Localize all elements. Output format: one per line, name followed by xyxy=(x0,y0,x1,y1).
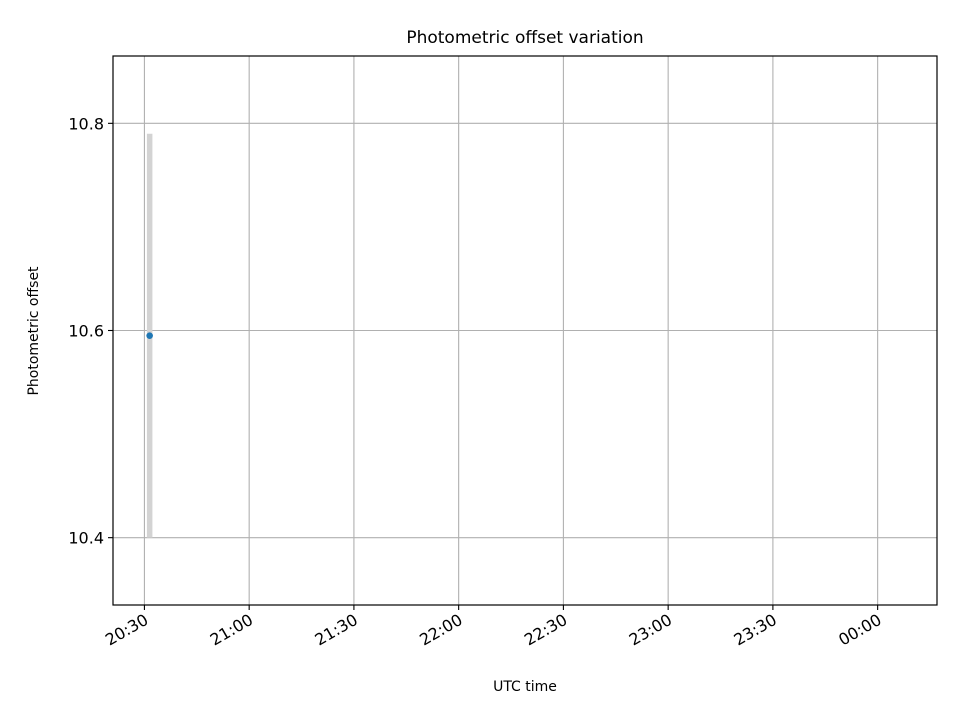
y-tick-label: 10.4 xyxy=(68,529,104,548)
chart-title: Photometric offset variation xyxy=(406,28,643,48)
grid xyxy=(113,56,937,605)
y-axis-label: Photometric offset xyxy=(26,266,42,396)
data-points xyxy=(146,332,153,339)
y-axis: 10.410.610.811.011.211.411.611.8 xyxy=(68,114,113,548)
y-tick-label: 10.8 xyxy=(68,114,104,133)
x-axis-label: UTC time xyxy=(493,679,557,695)
data-point xyxy=(146,332,153,339)
y-tick-label: 10.6 xyxy=(68,322,104,341)
